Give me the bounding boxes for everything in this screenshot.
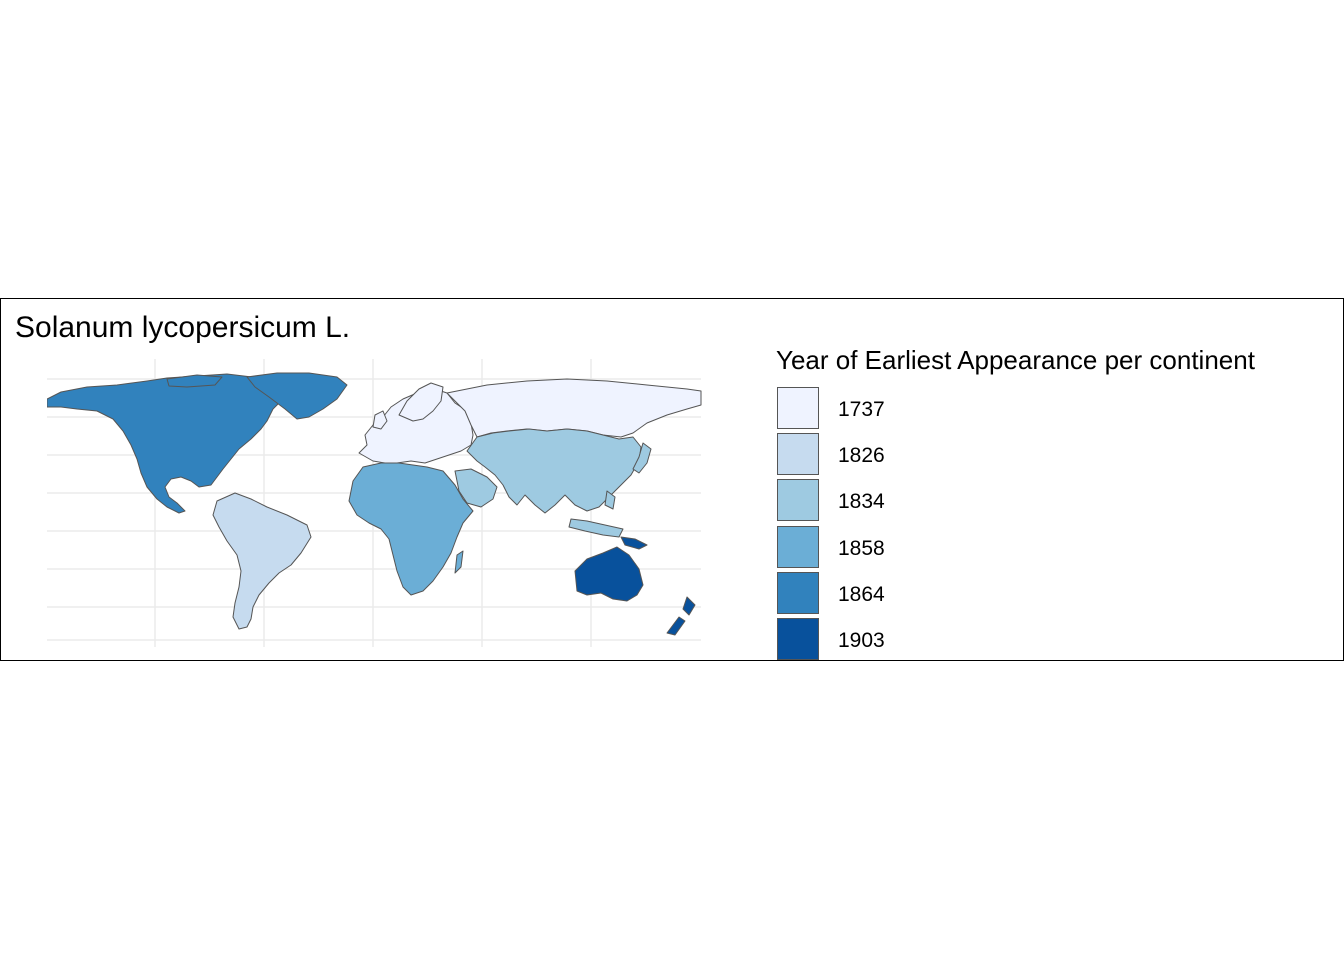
legend-label-1834: 1834 [838, 490, 885, 514]
region-australia [574, 546, 644, 602]
plot-panel: Solanum lycopersicum L. [0, 298, 1344, 661]
legend-key-1858 [777, 525, 819, 568]
legend-label-1864: 1864 [838, 582, 885, 606]
plot-title: Solanum lycopersicum L. [15, 311, 351, 344]
region-new-zealand [682, 596, 696, 616]
region-greenland [246, 372, 348, 420]
legend-title: Year of Earliest Appearance per continen… [776, 345, 1255, 375]
region-japan [632, 442, 652, 474]
legend-key-1864 [777, 571, 819, 614]
legend-label-1903: 1903 [838, 629, 885, 652]
world-map [47, 359, 702, 647]
region-scandinavia [398, 382, 444, 422]
region-uk [372, 410, 388, 430]
legend-key-1903 [777, 618, 819, 660]
legend-label-1858: 1858 [838, 536, 885, 560]
region-africa [348, 462, 474, 596]
legend-key-1826 [777, 433, 819, 476]
region-madagascar [454, 550, 464, 574]
region-russia [446, 378, 702, 438]
region-arctic-islands [166, 374, 223, 388]
region-new-zealand-south [666, 616, 686, 636]
region-new-guinea [620, 536, 648, 550]
legend-label-1737: 1737 [838, 398, 885, 421]
region-north-america [47, 373, 288, 514]
region-south-america [212, 492, 312, 630]
region-southeast-asia-islands [568, 518, 624, 538]
legend-key-1834 [777, 479, 819, 522]
region-philippines [604, 490, 616, 510]
legend-key-1737 [777, 387, 819, 429]
legend-label-1826: 1826 [838, 444, 885, 468]
region-arabia [454, 468, 498, 508]
